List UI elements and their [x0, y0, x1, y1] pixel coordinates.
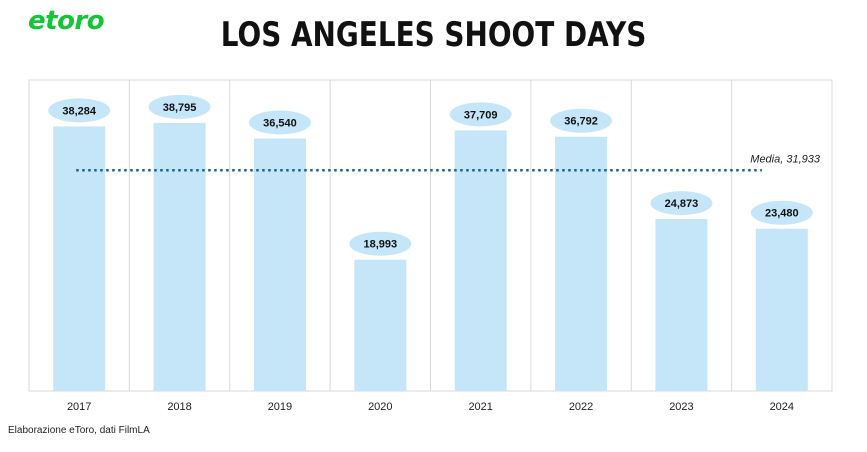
x-tick-label: 2021: [468, 401, 492, 413]
data-label-bubble: [750, 200, 813, 225]
data-label: 38,795: [163, 102, 197, 114]
x-tick-label: 2017: [67, 401, 91, 413]
x-tick-label: 2019: [268, 401, 292, 413]
etoro-logo: etoro: [28, 6, 105, 36]
data-label-bubble: [650, 191, 713, 216]
data-label-bubble: [449, 102, 512, 127]
x-tick-label: 2022: [569, 401, 593, 413]
bar-2019: [253, 138, 306, 391]
data-label: 18,993: [363, 239, 397, 251]
bar-2024: [755, 228, 808, 391]
data-label: 23,480: [765, 208, 799, 220]
bar-2023: [655, 219, 708, 391]
data-label: 36,540: [263, 117, 297, 129]
data-label: 38,284: [62, 105, 97, 117]
data-label: 37,709: [464, 109, 498, 121]
x-tick-label: 2023: [669, 401, 693, 413]
bar-2020: [354, 259, 407, 391]
x-tick-label: 2020: [368, 401, 392, 413]
data-label-bubble: [148, 94, 211, 119]
data-label-bubble: [349, 231, 412, 256]
data-label: 24,873: [665, 198, 699, 210]
x-tick-label: 2024: [770, 401, 794, 413]
data-label-bubble: [48, 98, 111, 123]
average-label: Media, 31,933: [750, 153, 821, 165]
source-note: Elaborazione eToro, dati FilmLA: [8, 425, 150, 436]
data-label: 36,792: [564, 116, 598, 128]
x-tick-label: 2018: [167, 401, 191, 413]
bar-2022: [555, 136, 608, 391]
bar-2021: [454, 130, 507, 391]
chart-title: LOS ANGELES SHOOT DAYS: [220, 15, 647, 55]
data-label-bubble: [550, 108, 613, 133]
bar-2017: [53, 126, 106, 391]
bar-2018: [153, 122, 206, 391]
data-label-bubble: [248, 110, 311, 135]
